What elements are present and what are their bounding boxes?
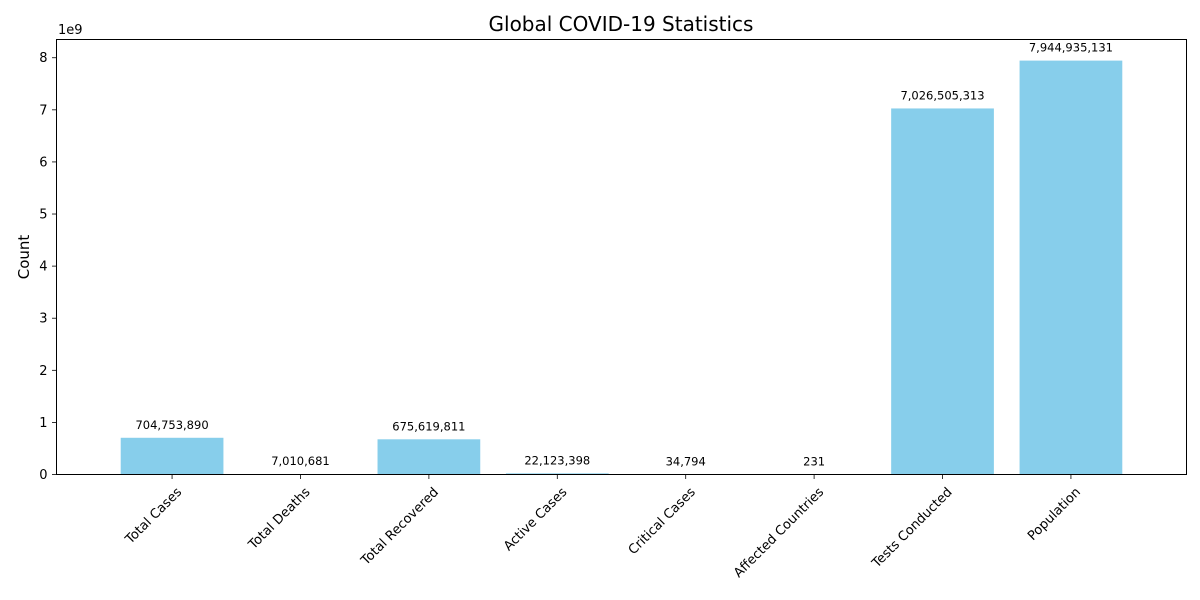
data-label-5: 231 [803,455,825,469]
bar-7 [1019,60,1123,475]
bar-2 [377,439,481,475]
data-label-7: 7,944,935,131 [1029,41,1113,55]
y-tick-label-5: 5 [39,208,47,223]
y-tick-label-1: 1 [39,416,47,431]
y-tick-label-4: 4 [39,260,47,275]
y-tick-label-8: 8 [39,51,47,66]
data-label-6: 7,026,505,313 [900,88,984,102]
y-tick-label-2: 2 [39,364,47,379]
bar-0 [120,437,224,475]
x-tick-label-1: Total Deaths [245,485,313,553]
x-tick-label-2: Total Recovered [358,485,442,569]
y-axis-label: Count [15,235,33,280]
x-tick-label-5: Affected Countries [731,485,827,581]
bars-layer [120,60,1123,475]
data-labels-layer: 704,753,890 7,010,681 675,619,811 22,123,39… [135,41,1113,469]
x-tick-label-6: Tests Conducted [869,485,956,572]
x-tick-label-7: Population [1025,485,1084,544]
y-tick-label-0: 0 [39,468,47,483]
x-tick-label-0: Total Cases [122,485,185,548]
x-tick-label-3: Active Cases [501,485,570,554]
data-label-0: 704,753,890 [135,418,208,432]
y-axis-offset-label: 1e9 [58,23,83,38]
data-label-3: 22,123,398 [524,453,590,467]
bar-3 [505,473,609,475]
bar-6 [891,108,994,475]
y-tick-label-7: 7 [39,103,47,118]
data-label-1: 7,010,681 [271,454,330,468]
y-tick-label-6: 6 [39,155,47,170]
chart-title: Global COVID-19 Statistics [489,12,754,36]
data-label-2: 675,619,811 [392,419,465,433]
plot-frame [56,39,1187,475]
x-tick-label-4: Critical Cases [626,485,699,558]
y-tick-label-3: 3 [39,312,47,327]
data-label-4: 34,794 [666,454,706,468]
